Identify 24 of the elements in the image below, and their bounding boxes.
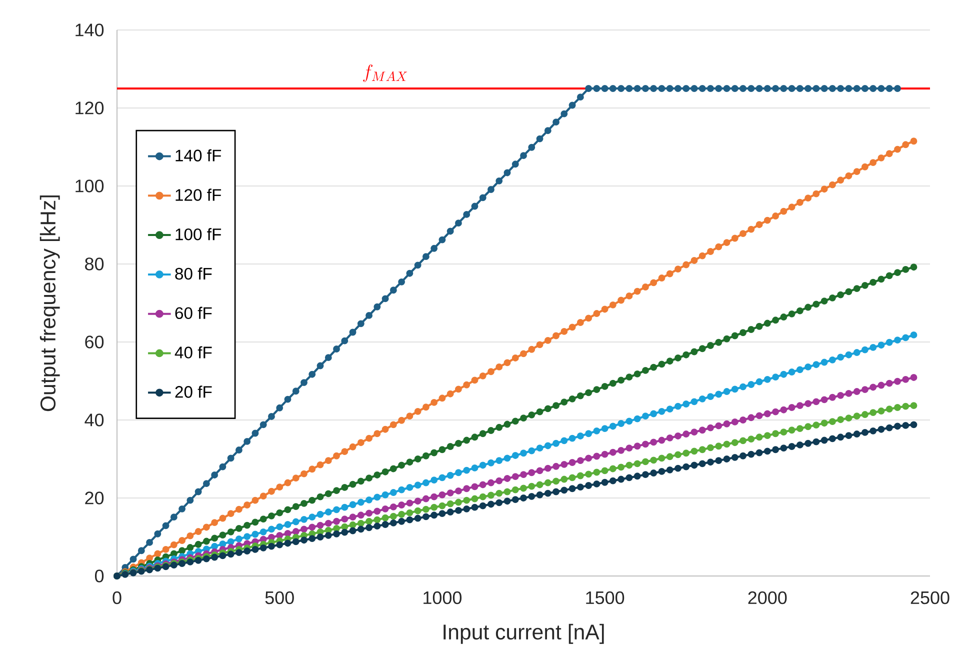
x-axis-title: Input current [nA] — [444, 624, 604, 644]
legend-label: 120 fF — [176, 188, 222, 201]
y-tick-label: 40 — [84, 414, 104, 426]
legend-label: 140 fF — [176, 149, 222, 162]
y-tick-label: 140 — [76, 24, 104, 36]
x-tick-label: 500 — [265, 591, 294, 604]
x-tick-label: 2000 — [748, 591, 787, 604]
x-tick-label: 1500 — [586, 591, 624, 604]
x-tick-label: 0 — [112, 591, 122, 604]
y-tick-label: 0 — [94, 570, 104, 582]
y-axis-title: Output frequency [kHz] — [40, 195, 60, 412]
x-tick-label: 2500 — [910, 591, 950, 604]
legend-label: 100 fF — [176, 228, 222, 240]
legend-label: 20 fF — [175, 386, 212, 398]
y-tick-label: 80 — [85, 258, 104, 270]
legend-label: 80 fF — [175, 267, 212, 280]
x-tick-label: 1000 — [424, 591, 462, 604]
y-tick-label: 60 — [85, 336, 104, 348]
legend-label: 40 fF — [174, 346, 212, 358]
y-tick-label: 100 — [76, 180, 104, 192]
ref-line-label: $f_{MAX}$ — [363, 64, 408, 82]
y-tick-label: 20 — [85, 492, 104, 504]
legend-label: 60 fF — [175, 306, 212, 320]
y-tick-label: 120 — [76, 102, 104, 114]
